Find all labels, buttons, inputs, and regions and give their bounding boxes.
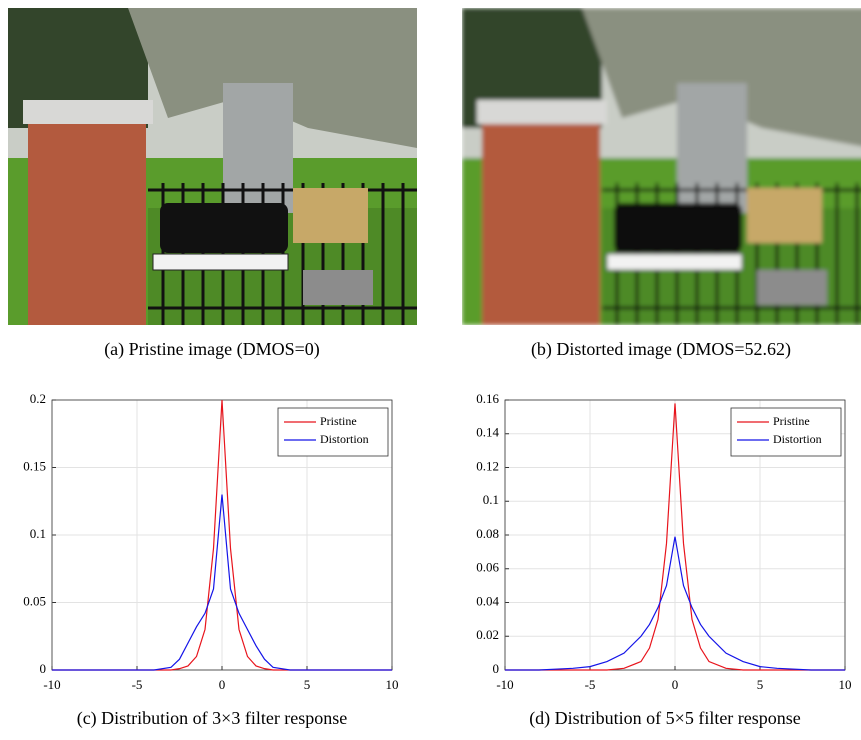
- caption: (a) Pristine image (DMOS=0): [104, 339, 320, 360]
- x-tick-label: 10: [839, 677, 852, 692]
- pristine-image: [6, 6, 419, 327]
- y-tick-label: 0.14: [476, 425, 499, 440]
- series-line: [505, 403, 845, 671]
- y-tick-label: 0.06: [476, 560, 499, 575]
- photo: [462, 8, 861, 325]
- x-tick-label: 0: [672, 677, 679, 692]
- photo-frame: [462, 8, 861, 325]
- y-tick-label: 0.05: [23, 593, 46, 608]
- y-tick-label: 0.12: [476, 458, 499, 473]
- y-tick-label: 0.08: [476, 526, 499, 541]
- distorted-image: [462, 8, 861, 325]
- y-tick-label: 0.2: [30, 391, 46, 406]
- x-tick-label: 0: [219, 677, 226, 692]
- x-tick-label: -10: [496, 677, 513, 692]
- y-tick-label: 0.16: [476, 391, 499, 406]
- y-tick-label: 0.1: [483, 492, 499, 507]
- axes-box: [504, 399, 846, 671]
- legend-label: Pristine: [773, 414, 810, 428]
- x-tick-label: -5: [585, 677, 596, 692]
- y-tick-label: 0.15: [23, 458, 46, 473]
- legend-label: Distortion: [773, 432, 822, 446]
- x-tick-label: -5: [132, 677, 143, 692]
- y-tick-label: 0.1: [30, 526, 46, 541]
- photo: [6, 6, 419, 327]
- legend-box: [730, 407, 842, 457]
- x-tick-label: 5: [757, 677, 764, 692]
- series-line: [505, 536, 845, 671]
- legend-label: Pristine: [320, 414, 357, 428]
- series-line: [52, 494, 392, 671]
- caption: (d) Distribution of 5×5 filter response: [529, 708, 801, 729]
- series-line: [52, 399, 392, 671]
- legend-box: [277, 407, 389, 457]
- legend-label: Distortion: [320, 432, 369, 446]
- caption: (b) Distorted image (DMOS=52.62): [531, 339, 791, 360]
- x-tick-label: -10: [43, 677, 60, 692]
- y-tick-label: 0: [40, 661, 47, 676]
- y-tick-label: 0: [493, 661, 500, 676]
- y-tick-label: 0.02: [476, 627, 499, 642]
- x-tick-label: 5: [304, 677, 311, 692]
- x-tick-label: 10: [386, 677, 399, 692]
- y-tick-label: 0.04: [476, 593, 499, 608]
- caption: (c) Distribution of 3×3 filter response: [77, 708, 348, 729]
